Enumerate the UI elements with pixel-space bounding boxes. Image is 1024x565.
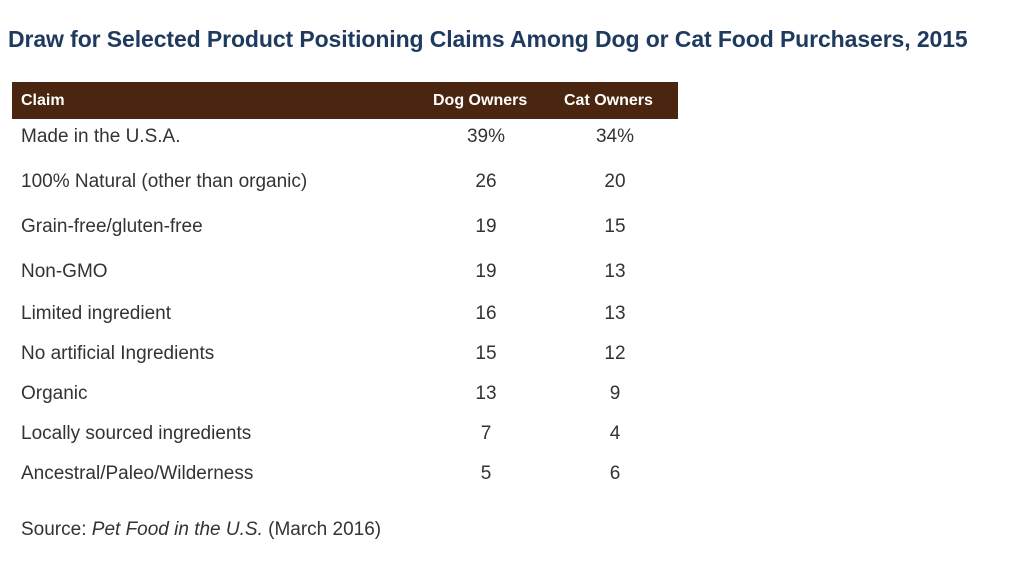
header-dog-owners: Dog Owners <box>433 92 528 109</box>
cell-cat-owners-value: 34% <box>595 126 635 147</box>
cell-dog-owners-value: 26 <box>475 171 497 192</box>
table-row: Non-GMO 19 13 <box>12 261 678 291</box>
cell-cat-owners-value: 12 <box>604 343 626 364</box>
source-suffix: (March 2016) <box>262 519 382 540</box>
cell-claim: Non-GMO <box>21 261 108 282</box>
cell-claim: Locally sourced ingredients <box>21 423 252 444</box>
table-row: No artificial Ingredients 15 12 <box>12 343 678 373</box>
chart-title: Draw for Selected Product Positioning Cl… <box>8 26 968 52</box>
cell-dog-owners-value: 16 <box>475 303 497 324</box>
cell-dog-owners-value: 5 <box>480 463 492 484</box>
cell-cat-owners-value: 15 <box>604 216 626 237</box>
table-header: Claim Dog Owners Cat Owners <box>12 82 678 119</box>
cell-claim: Ancestral/Paleo/Wilderness <box>21 463 254 484</box>
table-row: Locally sourced ingredients 7 4 <box>12 423 678 453</box>
cell-claim: Limited ingredient <box>21 303 171 324</box>
cell-claim: 100% Natural (other than organic) <box>21 171 308 192</box>
cell-dog-owners-value: 7 <box>480 423 492 444</box>
cell-dog-owners-value: 13 <box>475 383 497 404</box>
cell-cat-owners-value: 4 <box>609 423 621 444</box>
cell-cat-owners-value: 20 <box>604 171 626 192</box>
cell-dog-owners-value: 39% <box>466 126 506 147</box>
source-publication: Pet Food in the U.S. <box>91 519 263 540</box>
table-row: Made in the U.S.A. 39% 34% <box>12 126 678 156</box>
cell-cat-owners-value: 13 <box>604 261 626 282</box>
source-note: Source: Pet Food in the U.S. (March 2016… <box>21 519 381 541</box>
cell-claim: No artificial Ingredients <box>21 343 215 364</box>
cell-dog-owners-value: 19 <box>475 216 497 237</box>
cell-dog-owners-value: 15 <box>475 343 497 364</box>
table-row: Organic 13 9 <box>12 383 678 413</box>
cell-cat-owners-value: 6 <box>609 463 621 484</box>
header-cat-owners: Cat Owners <box>564 92 653 109</box>
table-row: Limited ingredient 16 13 <box>12 303 678 333</box>
cell-claim: Organic <box>21 383 88 404</box>
cell-claim: Grain-free/gluten-free <box>21 216 203 237</box>
table-row: 100% Natural (other than organic) 26 20 <box>12 171 678 201</box>
cell-dog-owners-value: 19 <box>475 261 497 282</box>
cell-claim: Made in the U.S.A. <box>21 126 181 147</box>
table-row: Ancestral/Paleo/Wilderness 5 6 <box>12 463 678 493</box>
data-table: Claim Dog Owners Cat Owners Made in the … <box>12 82 678 484</box>
cell-cat-owners-value: 9 <box>609 383 621 404</box>
source-prefix: Source: <box>21 519 92 540</box>
table-row: Grain-free/gluten-free 19 15 <box>12 216 678 246</box>
cell-cat-owners-value: 13 <box>604 303 626 324</box>
header-claim: Claim <box>21 92 65 109</box>
